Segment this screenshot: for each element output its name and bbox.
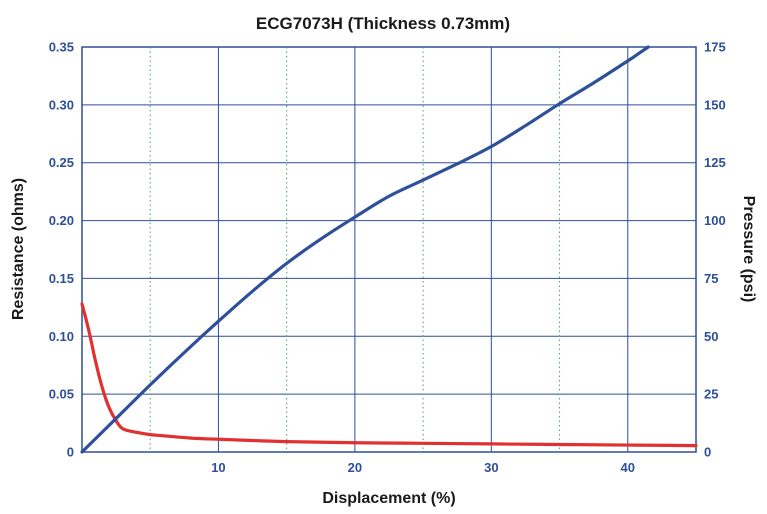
right-axis-ticks: 0 25 50 75 100 125 150 175 <box>704 40 726 460</box>
series-lines <box>80 45 698 454</box>
right-tick-label: 100 <box>704 213 726 228</box>
left-tick-label: 0 <box>67 445 74 460</box>
left-tick-label: 0.15 <box>49 271 74 286</box>
x-tick-label: 10 <box>211 460 225 475</box>
left-tick-label: 0.20 <box>49 213 74 228</box>
grid <box>82 46 696 452</box>
right-tick-label: 125 <box>704 155 726 170</box>
x-tick-label: 20 <box>348 460 362 475</box>
resistance-series-line <box>80 302 698 448</box>
left-axis-ticks: 0 0.05 0.10 0.15 0.20 0.25 0.30 0.35 <box>49 40 74 460</box>
chart-title: ECG7073H (Thickness 0.73mm) <box>256 14 510 33</box>
right-tick-label: 150 <box>704 97 726 112</box>
x-tick-label: 30 <box>484 460 498 475</box>
right-axis-title: Pressure (psi) <box>740 196 757 303</box>
left-tick-label: 0.35 <box>49 40 74 55</box>
left-tick-label: 0.25 <box>49 155 74 170</box>
pressure-series-line <box>80 45 650 454</box>
right-tick-label: 50 <box>704 329 718 344</box>
x-tick-label: 40 <box>621 460 635 475</box>
left-tick-label: 0.05 <box>49 387 74 402</box>
right-tick-label: 75 <box>704 271 718 286</box>
plot-area <box>81 46 697 453</box>
x-axis-title: Displacement (%) <box>322 490 455 507</box>
right-tick-label: 25 <box>704 387 718 402</box>
right-tick-label: 175 <box>704 40 726 55</box>
left-axis-title: Resistance (ohms) <box>10 178 27 320</box>
left-tick-label: 0.30 <box>49 97 74 112</box>
left-tick-label: 0.10 <box>49 329 74 344</box>
x-axis-ticks: 10 20 30 40 <box>211 460 635 475</box>
right-tick-label: 0 <box>704 445 711 460</box>
